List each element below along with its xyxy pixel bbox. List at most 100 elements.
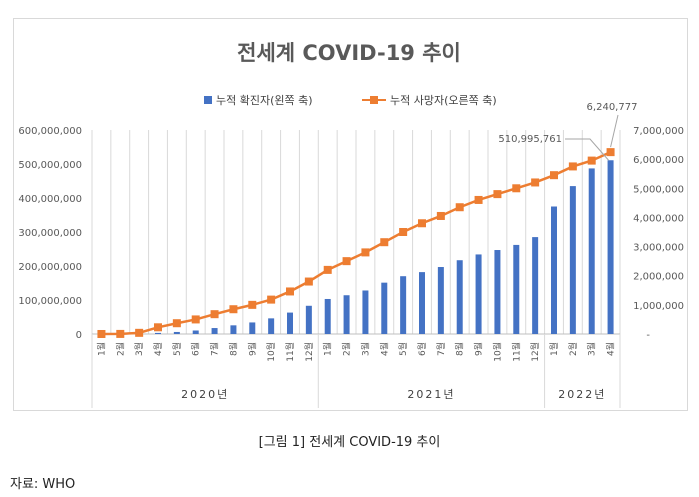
legend-bar-swatch bbox=[204, 96, 212, 104]
right-tick-label: 4,000,000 bbox=[633, 213, 684, 224]
right-tick-label: 2,000,000 bbox=[633, 272, 684, 283]
marker-deaths bbox=[587, 156, 596, 165]
left-tick-label: 100,000,000 bbox=[18, 296, 82, 307]
x-tick-label: 12월 bbox=[303, 342, 315, 362]
bar-confirmed bbox=[324, 298, 331, 334]
x-tick-label: 3월 bbox=[133, 342, 145, 356]
bar-confirmed bbox=[249, 322, 256, 334]
x-tick-label: 8월 bbox=[454, 342, 466, 356]
x-tick-label: 3월 bbox=[359, 342, 371, 356]
annotation-confirmed: 510,995,761 bbox=[498, 134, 562, 145]
right-tick-label: - bbox=[646, 330, 650, 341]
marker-deaths bbox=[380, 238, 389, 247]
right-tick-label: 7,000,000 bbox=[633, 126, 684, 137]
x-tick-label: 10월 bbox=[265, 342, 277, 362]
x-tick-label: 4월 bbox=[378, 342, 390, 356]
annotation-leader bbox=[610, 114, 619, 148]
bar-confirmed bbox=[305, 305, 312, 334]
right-tick-label: 5,000,000 bbox=[633, 184, 684, 195]
marker-deaths bbox=[154, 323, 162, 332]
marker-deaths bbox=[323, 265, 332, 274]
marker-deaths bbox=[342, 257, 351, 266]
marker-deaths bbox=[550, 171, 558, 180]
marker-deaths bbox=[286, 287, 294, 296]
right-tick-label: 6,000,000 bbox=[633, 155, 684, 166]
bar-confirmed bbox=[381, 282, 388, 334]
marker-deaths bbox=[361, 248, 370, 257]
bar-confirmed bbox=[513, 244, 520, 334]
left-tick-label: 300,000,000 bbox=[18, 228, 82, 239]
marker-deaths bbox=[455, 203, 464, 212]
bar-confirmed bbox=[588, 168, 595, 334]
marker-deaths bbox=[116, 329, 125, 338]
x-tick-label: 4월 bbox=[152, 342, 164, 356]
x-tick-label: 5월 bbox=[171, 342, 183, 356]
x-tick-label: 3월 bbox=[586, 342, 598, 356]
figure-caption: [그림 1] 전세계 COVID-19 추이 bbox=[258, 435, 441, 450]
x-tick-label: 5월 bbox=[397, 342, 409, 356]
marker-deaths bbox=[474, 195, 483, 204]
bar-confirmed bbox=[155, 332, 161, 334]
marker-deaths bbox=[210, 310, 219, 319]
bar-confirmed bbox=[343, 295, 350, 334]
x-tick-label: 9월 bbox=[246, 342, 258, 356]
bar-confirmed bbox=[173, 331, 180, 334]
bar-confirmed bbox=[192, 330, 199, 334]
x-tick-label: 2월 bbox=[114, 342, 126, 356]
x-group-label: 2022년 bbox=[558, 388, 606, 401]
bar-confirmed bbox=[475, 254, 482, 334]
marker-deaths bbox=[418, 219, 426, 228]
left-tick-label: 600,000,000 bbox=[18, 126, 82, 137]
legend-bar-label: 누적 확진자(왼쪽 축) bbox=[216, 93, 313, 107]
marker-deaths bbox=[97, 329, 106, 338]
x-tick-label: 7월 bbox=[435, 342, 447, 356]
bar-confirmed bbox=[400, 276, 407, 334]
marker-deaths bbox=[191, 315, 200, 324]
bar-confirmed bbox=[607, 160, 614, 334]
x-tick-label: 1월 bbox=[95, 342, 107, 356]
marker-deaths bbox=[267, 295, 276, 304]
bar-confirmed bbox=[532, 237, 539, 334]
marker-deaths bbox=[304, 277, 313, 286]
x-tick-label: 2월 bbox=[341, 342, 353, 356]
marker-deaths bbox=[172, 319, 181, 328]
bar-confirmed bbox=[456, 260, 463, 334]
x-group-label: 2020년 bbox=[181, 388, 229, 401]
x-tick-label: 6월 bbox=[416, 342, 428, 356]
bar-confirmed bbox=[287, 312, 293, 334]
x-group-label: 2021년 bbox=[407, 388, 455, 401]
chart-title: 전세계 COVID-19 추이 bbox=[237, 41, 461, 65]
x-tick-label: 1월 bbox=[322, 342, 334, 356]
x-tick-label: 10월 bbox=[491, 342, 503, 362]
x-tick-label: 11월 bbox=[510, 342, 522, 362]
marker-deaths bbox=[493, 190, 502, 199]
bar-confirmed bbox=[494, 250, 501, 334]
bar-confirmed bbox=[419, 272, 425, 334]
marker-deaths bbox=[248, 300, 257, 309]
marker-deaths bbox=[512, 184, 521, 193]
marker-deaths bbox=[606, 148, 615, 157]
annotation-leader bbox=[565, 138, 609, 161]
left-tick-label: 400,000,000 bbox=[18, 194, 82, 205]
x-tick-label: 6월 bbox=[190, 342, 202, 356]
legend-line-marker bbox=[370, 96, 378, 104]
bar-confirmed bbox=[569, 186, 576, 334]
x-tick-label: 2월 bbox=[567, 342, 579, 356]
x-tick-label: 4월 bbox=[605, 342, 617, 356]
marker-deaths bbox=[399, 228, 408, 236]
bar-confirmed bbox=[437, 267, 444, 334]
left-tick-label: 500,000,000 bbox=[18, 160, 82, 171]
x-tick-label: 1월 bbox=[548, 342, 560, 356]
bar-confirmed bbox=[230, 325, 237, 334]
left-tick-label: 0 bbox=[76, 330, 82, 341]
bar-confirmed bbox=[362, 290, 369, 334]
bar-confirmed bbox=[268, 318, 275, 334]
source-note: 자료: WHO bbox=[10, 477, 76, 492]
marker-deaths bbox=[568, 162, 577, 171]
annotation-deaths: 6,240,777 bbox=[587, 102, 638, 113]
chart-frame bbox=[13, 18, 688, 411]
x-tick-label: 7월 bbox=[209, 342, 221, 356]
x-tick-label: 9월 bbox=[473, 342, 485, 356]
bar-confirmed bbox=[211, 328, 218, 334]
